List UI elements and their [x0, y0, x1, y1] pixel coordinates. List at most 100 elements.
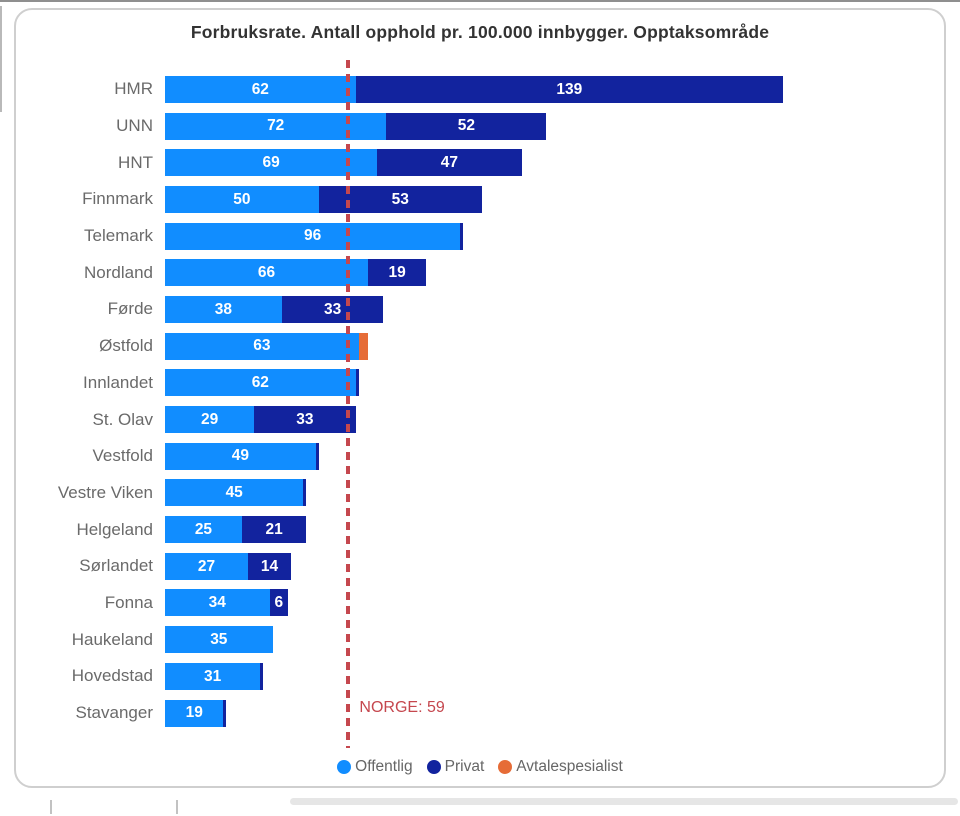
bar-segment-offentlig[interactable]: 96 [165, 222, 461, 250]
bar-segment-privat[interactable]: 21 [241, 516, 307, 544]
bar-value-label: 62 [251, 374, 269, 392]
bar-value-label: 33 [296, 410, 314, 428]
bar-segment-privat[interactable]: 139 [355, 75, 784, 103]
bar-segment-privat[interactable] [260, 662, 264, 690]
bar-segment-offentlig[interactable]: 27 [165, 552, 249, 580]
bar-value-label: 31 [204, 667, 222, 685]
bar-value-label: 19 [388, 264, 406, 282]
category-label: Østfold [99, 336, 153, 356]
chart-row: UNN 72 52 [16, 108, 944, 145]
legend-label: Offentlig [355, 758, 413, 775]
bar-segment-privat[interactable]: 14 [248, 552, 292, 580]
bar-value-label: 96 [303, 227, 322, 245]
bar-segment-offentlig[interactable]: 38 [165, 295, 282, 323]
category-label: Fonna [104, 592, 153, 612]
category-label: Førde [107, 299, 153, 319]
legend: Offentlig Privat Avtalespesialist [16, 758, 944, 776]
bar-segment-offentlig[interactable]: 50 [165, 185, 319, 213]
category-label: Vestfold [92, 446, 154, 466]
bar-segment-avtalespesialist[interactable] [358, 332, 368, 360]
bar-segment-privat[interactable]: 19 [367, 259, 427, 287]
chart-row: Førde 38 33 [16, 291, 944, 328]
chart-title: Forbruksrate. Antall opphold pr. 100.000… [190, 22, 770, 42]
chart-row: Vestfold 49 [16, 438, 944, 475]
legend-item-avtalespesialist[interactable]: Avtalespesialist [498, 758, 623, 776]
bar-track: 19 [165, 699, 944, 727]
bar-segment-offentlig[interactable]: 35 [165, 626, 273, 654]
horizontal-scrollbar[interactable] [290, 798, 958, 805]
bar-segment-privat[interactable]: 52 [386, 112, 547, 140]
bar-value-label: 52 [457, 117, 475, 135]
top-border [0, 0, 960, 2]
bar-value-label: 45 [225, 484, 243, 502]
bar-segment-offentlig[interactable]: 19 [165, 699, 224, 727]
bar-segment-offentlig[interactable]: 62 [165, 75, 356, 103]
bar-segment-offentlig[interactable]: 45 [165, 479, 304, 507]
bar-track: 31 [165, 662, 944, 690]
category-label: HNT [118, 152, 153, 172]
bar-value-label: 50 [233, 190, 251, 208]
bar-segment-privat[interactable] [315, 442, 319, 470]
bar-value-label: 34 [208, 594, 226, 612]
bar-value-label: 53 [391, 190, 409, 208]
category-label: Telemark [84, 226, 153, 246]
bar-track: 50 53 [165, 185, 944, 213]
category-label: Sørlandet [79, 556, 153, 576]
norge-reference-line [346, 60, 351, 748]
bar-track: 34 6 [165, 589, 944, 617]
chart-row: Vestre Viken 45 [16, 475, 944, 512]
category-label: St. Olav [92, 409, 153, 429]
bar-segment-offentlig[interactable]: 34 [165, 589, 270, 617]
bar-segment-privat[interactable]: 33 [281, 295, 384, 323]
legend-item-offentlig[interactable]: Offentlig [337, 758, 413, 776]
bar-track: 25 21 [165, 516, 944, 544]
bar-value-label: 49 [231, 447, 249, 465]
category-label: Stavanger [75, 703, 154, 723]
privat-dot-icon [426, 760, 441, 774]
bar-segment-privat[interactable] [223, 699, 227, 727]
bar-value-label: 33 [323, 300, 342, 318]
bar-segment-offentlig[interactable]: 29 [165, 406, 255, 434]
chart-row: HNT 69 47 [16, 144, 944, 181]
bar-segment-offentlig[interactable]: 69 [165, 149, 378, 177]
bottom-tick [176, 800, 178, 814]
bar-segment-offentlig[interactable]: 31 [165, 662, 261, 690]
category-label: Innlandet [83, 372, 153, 392]
chart-rows: HMR 62 139 UNN 72 52 HNT 69 47 Finnmark 50 53 Telema… [16, 71, 944, 731]
bar-track: 29 33 [165, 406, 944, 434]
bar-value-label: 72 [267, 117, 285, 135]
bar-value-label: 66 [257, 264, 276, 282]
bar-segment-offentlig[interactable]: 63 [165, 332, 359, 360]
chart-row: Helgeland 25 21 [16, 511, 944, 548]
bar-segment-privat[interactable]: 53 [318, 185, 482, 213]
bar-segment-privat[interactable]: 33 [254, 406, 356, 434]
bar-segment-offentlig[interactable]: 66 [165, 259, 368, 287]
category-label: Haukeland [71, 629, 153, 649]
chart-row: HMR 62 139 [16, 71, 944, 108]
bar-value-label: 25 [194, 520, 213, 538]
bar-segment-offentlig[interactable]: 72 [165, 112, 387, 140]
bar-value-label: 14 [260, 557, 279, 575]
legend-item-privat[interactable]: Privat [426, 758, 485, 776]
bar-track: 27 14 [165, 552, 944, 580]
legend-label: Privat [444, 758, 485, 775]
bar-segment-offentlig[interactable]: 49 [165, 442, 316, 470]
category-label: Finnmark [82, 189, 153, 209]
bar-segment-privat[interactable]: 6 [269, 589, 288, 617]
bar-segment-privat[interactable]: 47 [377, 149, 522, 177]
bar-track: 62 [165, 369, 944, 397]
bar-segment-privat[interactable] [460, 222, 464, 250]
bar-segment-privat[interactable] [303, 479, 307, 507]
bar-track: 45 [165, 479, 944, 507]
chart-row: Hovedstad 31 [16, 658, 944, 695]
bar-value-label: 21 [265, 520, 283, 538]
bar-value-label: 47 [440, 153, 459, 171]
bar-segment-privat[interactable] [355, 369, 359, 397]
bar-segment-offentlig[interactable]: 62 [165, 369, 356, 397]
bar-value-label: 19 [185, 704, 203, 722]
category-label: Vestre Viken [57, 482, 153, 502]
category-label: Hovedstad [71, 666, 153, 686]
avtalespesialist-dot-icon [498, 760, 513, 774]
bar-segment-offentlig[interactable]: 25 [165, 516, 242, 544]
bar-track: 66 19 [165, 259, 944, 287]
